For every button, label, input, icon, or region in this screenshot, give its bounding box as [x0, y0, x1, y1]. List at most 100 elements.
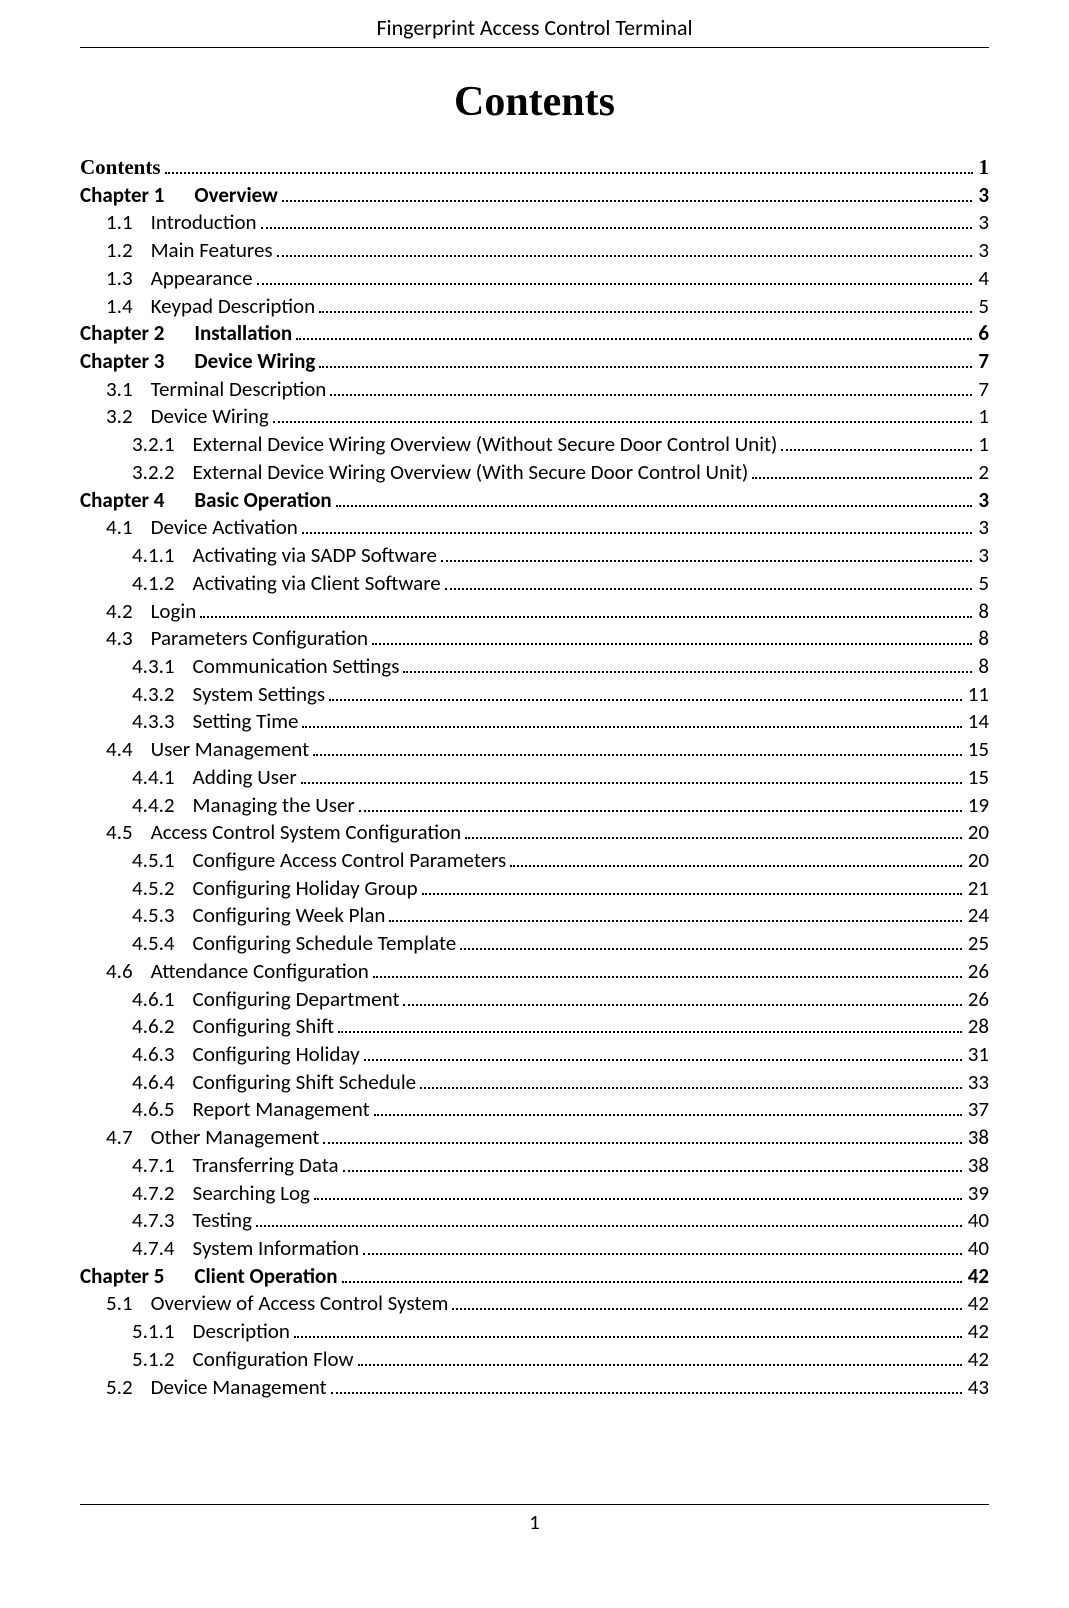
toc-page: 39 [966, 1180, 989, 1208]
toc-row: 4.5.2Configuring Holiday Group21 [80, 875, 989, 903]
toc-page: 8 [976, 598, 989, 626]
toc-row: 4.6Attendance Configuration26 [80, 958, 989, 986]
toc-page: 8 [976, 625, 989, 653]
toc-page: 26 [966, 986, 989, 1014]
toc-label: External Device Wiring Overview (Without… [193, 431, 778, 459]
toc-label: Device Management [151, 1374, 327, 1402]
toc-leader-dots [389, 904, 961, 923]
toc-label: Configuring Shift Schedule [193, 1069, 417, 1097]
toc-row: 4.7Other Management38 [80, 1124, 989, 1152]
toc-number: 4.7.2 [132, 1180, 193, 1208]
toc-number: 4.5.2 [132, 875, 193, 903]
toc-label: Report Management [193, 1096, 370, 1124]
toc-page: 40 [966, 1207, 989, 1235]
toc-page: 28 [966, 1013, 989, 1041]
toc-leader-dots [256, 1209, 962, 1228]
toc-number: 4.6 [106, 958, 151, 986]
toc-number: 4.7.1 [132, 1152, 193, 1180]
toc-number: 3.1 [106, 376, 151, 404]
toc-label: Setting Time [193, 708, 299, 736]
toc-page: 1 [976, 403, 989, 431]
toc-row: 4.7.3Testing40 [80, 1207, 989, 1235]
toc-page: 40 [966, 1235, 989, 1263]
toc-label: Installation [194, 320, 292, 348]
toc-page: 31 [966, 1041, 989, 1069]
toc-leader-dots [373, 959, 962, 978]
toc-page: 7 [976, 376, 989, 404]
toc-leader-dots [282, 183, 973, 202]
toc-leader-dots [342, 1264, 962, 1283]
toc-page: 7 [976, 348, 989, 376]
toc-row: 4.7.4System Information40 [80, 1235, 989, 1263]
toc-row: 4.7.2Searching Log 39 [80, 1180, 989, 1208]
toc-leader-dots [330, 377, 972, 396]
toc-leader-dots [465, 820, 962, 839]
toc-page: 42 [966, 1346, 989, 1374]
toc-number: Chapter 1 [80, 182, 194, 210]
toc-label: Introduction [151, 209, 257, 237]
toc-label: Overview of Access Control System [151, 1290, 449, 1318]
toc-number: 4.6.5 [132, 1096, 193, 1124]
toc-label: Overview [194, 182, 277, 210]
toc-leader-dots [200, 599, 972, 618]
toc-page: 15 [966, 764, 989, 792]
toc-page: 3 [976, 514, 989, 542]
toc-label: System Information [193, 1235, 359, 1263]
toc-page: 20 [966, 847, 989, 875]
toc-leader-dots [319, 349, 972, 368]
toc-page: 43 [966, 1374, 989, 1402]
toc-label: Configuring Holiday [193, 1041, 360, 1069]
toc-label: Configuration Flow [193, 1346, 354, 1374]
toc-number: 5.1 [106, 1290, 151, 1318]
toc-page: 3 [976, 487, 989, 515]
toc-number: 3.2.1 [132, 431, 193, 459]
toc-label: External Device Wiring Overview (With Se… [193, 459, 749, 487]
toc-leader-dots [296, 322, 972, 341]
toc-label: Login [151, 598, 197, 626]
toc-label: Device Wiring [151, 403, 269, 431]
toc-row: 1.3Appearance4 [80, 265, 989, 293]
toc-leader-dots [403, 987, 961, 1006]
toc-row: 1.1Introduction3 [80, 209, 989, 237]
toc-page: 8 [976, 653, 989, 681]
toc-leader-dots [363, 1236, 962, 1255]
table-of-contents: Contents1Chapter 1Overview31.1Introducti… [80, 154, 989, 1464]
toc-row: 4.1.1Activating via SADP Software3 [80, 542, 989, 570]
toc-leader-dots [781, 432, 972, 451]
toc-number: 4.3 [106, 625, 151, 653]
toc-row: 4.1Device Activation3 [80, 514, 989, 542]
toc-leader-dots [273, 405, 973, 424]
toc-row: 4.5.3Configuring Week Plan24 [80, 902, 989, 930]
toc-number: 4.3.1 [132, 653, 193, 681]
toc-row: 4.6.2Configuring Shift28 [80, 1013, 989, 1041]
toc-page: 3 [976, 542, 989, 570]
toc-row: 5.1Overview of Access Control System42 [80, 1290, 989, 1318]
toc-page: 42 [966, 1318, 989, 1346]
toc-label: Device Activation [151, 514, 298, 542]
toc-label: Managing the User [193, 792, 355, 820]
toc-label: Testing [193, 1207, 252, 1235]
toc-leader-dots [257, 266, 973, 285]
toc-number: 1.4 [106, 293, 151, 321]
toc-label: Configuring Department [193, 986, 400, 1014]
toc-number: 4.5.1 [132, 847, 193, 875]
toc-page: 5 [976, 293, 989, 321]
toc-label: System Settings [193, 681, 326, 709]
toc-page: 14 [966, 708, 989, 736]
toc-row: 4.6.3Configuring Holiday 31 [80, 1041, 989, 1069]
toc-number: 4.7 [106, 1124, 151, 1152]
toc-leader-dots [302, 516, 973, 535]
toc-row: Chapter 4Basic Operation3 [80, 487, 989, 515]
toc-page: 11 [966, 681, 989, 709]
toc-row: 4.2Login8 [80, 598, 989, 626]
toc-leader-dots [420, 1070, 962, 1089]
toc-row: 5.1.1Description42 [80, 1318, 989, 1346]
toc-row: 4.4User Management15 [80, 736, 989, 764]
toc-leader-dots [372, 626, 972, 645]
toc-label: Searching Log [193, 1180, 310, 1208]
toc-label: Main Features [151, 237, 273, 265]
toc-page: 42 [966, 1263, 989, 1291]
toc-number: 4.6.3 [132, 1041, 193, 1069]
toc-row: 4.6.4Configuring Shift Schedule33 [80, 1069, 989, 1097]
toc-leader-dots [441, 543, 972, 562]
